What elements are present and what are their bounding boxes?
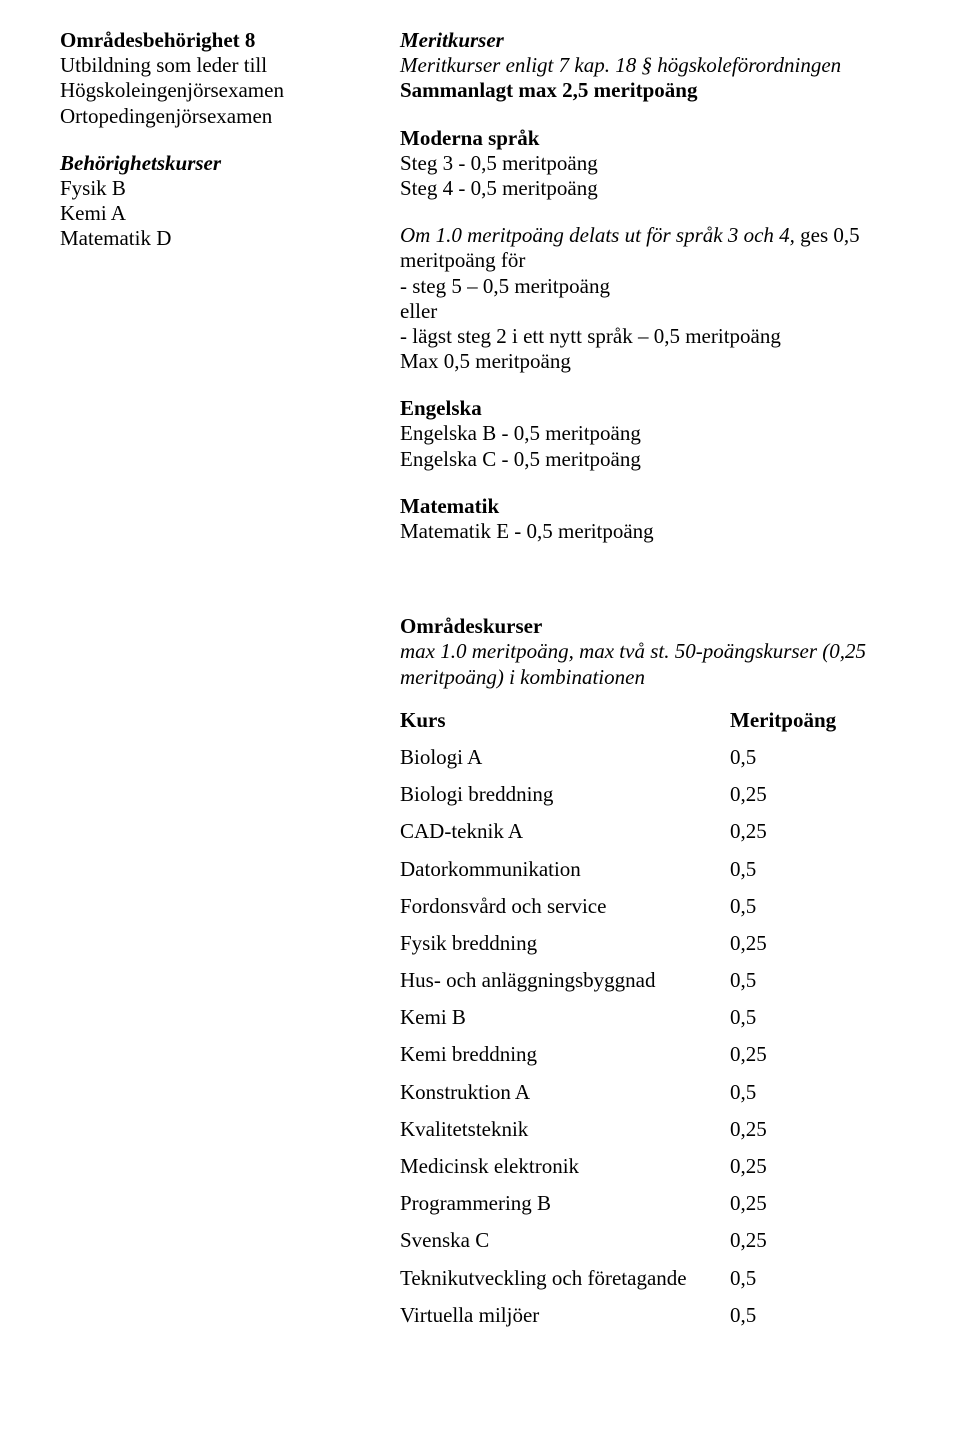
table-cell: 0,25 bbox=[730, 1148, 850, 1185]
om-prefix: Om 1.0 meritpoäng delats ut för språk 3 … bbox=[400, 223, 795, 247]
table-cell: Kemi B bbox=[400, 999, 730, 1036]
area-line: Utbildning som leder till bbox=[60, 53, 360, 78]
om-text: Om 1.0 meritpoäng delats ut för språk 3 … bbox=[400, 223, 900, 273]
table-cell: 0,5 bbox=[730, 739, 850, 776]
area-line: Ortopedingenjörsexamen bbox=[60, 104, 360, 129]
table-header-meritpoang: Meritpoäng bbox=[730, 702, 850, 739]
table-row: Konstruktion A0,5 bbox=[400, 1074, 850, 1111]
area-heading-block: Områdesbehörighet 8 Utbildning som leder… bbox=[60, 28, 360, 129]
merit-sub-2: Sammanlagt max 2,5 meritpoäng bbox=[400, 78, 900, 103]
table-cell: CAD-teknik A bbox=[400, 813, 730, 850]
table-row: Biologi breddning0,25 bbox=[400, 776, 850, 813]
table-cell: 0,25 bbox=[730, 1036, 850, 1073]
table-cell: Programmering B bbox=[400, 1185, 730, 1222]
right-column: Meritkurser Meritkurser enligt 7 kap. 18… bbox=[400, 28, 900, 1334]
table-cell: 0,25 bbox=[730, 925, 850, 962]
matematik-title: Matematik bbox=[400, 494, 900, 519]
table-cell: Kemi breddning bbox=[400, 1036, 730, 1073]
table-cell: Svenska C bbox=[400, 1222, 730, 1259]
table-cell: Fordonsvård och service bbox=[400, 888, 730, 925]
table-cell: Biologi A bbox=[400, 739, 730, 776]
engelska-item: Engelska C - 0,5 meritpoäng bbox=[400, 447, 900, 472]
table-cell: Hus- och anläggningsbyggnad bbox=[400, 962, 730, 999]
left-column: Områdesbehörighet 8 Utbildning som leder… bbox=[60, 28, 360, 274]
table-cell: 0,25 bbox=[730, 1185, 850, 1222]
table-row: Fordonsvård och service0,5 bbox=[400, 888, 850, 925]
merit-heading-block: Meritkurser Meritkurser enligt 7 kap. 18… bbox=[400, 28, 900, 104]
table-cell: 0,5 bbox=[730, 1297, 850, 1334]
behorighet-block: Behörighetskurser Fysik B Kemi A Matemat… bbox=[60, 151, 360, 252]
table-cell: 0,5 bbox=[730, 851, 850, 888]
omradeskurser-sub: max 1.0 meritpoäng, max två st. 50-poäng… bbox=[400, 639, 900, 689]
table-cell: Medicinsk elektronik bbox=[400, 1148, 730, 1185]
table-row: CAD-teknik A0,25 bbox=[400, 813, 850, 850]
omradeskurser-title: Områdeskurser bbox=[400, 614, 900, 639]
sprak-item: Steg 4 - 0,5 meritpoäng bbox=[400, 176, 900, 201]
merit-title: Meritkurser bbox=[400, 28, 900, 53]
omradeskurser-block: Områdeskurser max 1.0 meritpoäng, max tv… bbox=[400, 614, 900, 1334]
table-cell: 0,5 bbox=[730, 1074, 850, 1111]
table-cell: Kvalitetsteknik bbox=[400, 1111, 730, 1148]
table-row: Svenska C0,25 bbox=[400, 1222, 850, 1259]
table-row: Kvalitetsteknik0,25 bbox=[400, 1111, 850, 1148]
table-cell: 0,25 bbox=[730, 1111, 850, 1148]
table-cell: Virtuella miljöer bbox=[400, 1297, 730, 1334]
behorighet-item: Kemi A bbox=[60, 201, 360, 226]
table-row: Programmering B0,25 bbox=[400, 1185, 850, 1222]
table-cell: Datorkommunikation bbox=[400, 851, 730, 888]
table-cell: 0,5 bbox=[730, 888, 850, 925]
area-title: Områdesbehörighet 8 bbox=[60, 28, 360, 53]
two-column-layout: Områdesbehörighet 8 Utbildning som leder… bbox=[60, 28, 900, 1334]
engelska-item: Engelska B - 0,5 meritpoäng bbox=[400, 421, 900, 446]
engelska-title: Engelska bbox=[400, 396, 900, 421]
behorighet-item: Matematik D bbox=[60, 226, 360, 251]
table-header-row: Kurs Meritpoäng bbox=[400, 702, 850, 739]
sprak-block: Moderna språk Steg 3 - 0,5 meritpoäng St… bbox=[400, 126, 900, 202]
table-row: Datorkommunikation0,5 bbox=[400, 851, 850, 888]
sprak-item: Steg 3 - 0,5 meritpoäng bbox=[400, 151, 900, 176]
om-block: Om 1.0 meritpoäng delats ut för språk 3 … bbox=[400, 223, 900, 374]
table-row: Kemi breddning0,25 bbox=[400, 1036, 850, 1073]
table-row: Medicinsk elektronik0,25 bbox=[400, 1148, 850, 1185]
matematik-block: Matematik Matematik E - 0,5 meritpoäng bbox=[400, 494, 900, 544]
table-cell: 0,5 bbox=[730, 1260, 850, 1297]
behorighet-item: Fysik B bbox=[60, 176, 360, 201]
sprak-title: Moderna språk bbox=[400, 126, 900, 151]
om-list-item: eller bbox=[400, 299, 900, 324]
behorighet-title: Behörighetskurser bbox=[60, 151, 360, 176]
table-cell: 0,25 bbox=[730, 813, 850, 850]
table-row: Fysik breddning0,25 bbox=[400, 925, 850, 962]
om-list-item: - steg 5 – 0,5 meritpoäng bbox=[400, 274, 900, 299]
table-cell: 0,25 bbox=[730, 1222, 850, 1259]
table-row: Kemi B0,5 bbox=[400, 999, 850, 1036]
table-cell: 0,25 bbox=[730, 776, 850, 813]
table-header-kurs: Kurs bbox=[400, 702, 730, 739]
engelska-block: Engelska Engelska B - 0,5 meritpoäng Eng… bbox=[400, 396, 900, 472]
table-cell: Biologi breddning bbox=[400, 776, 730, 813]
table-cell: 0,5 bbox=[730, 999, 850, 1036]
kurs-table: Kurs Meritpoäng Biologi A0,5 Biologi bre… bbox=[400, 702, 850, 1334]
om-list-item: - lägst steg 2 i ett nytt språk – 0,5 me… bbox=[400, 324, 900, 349]
matematik-item: Matematik E - 0,5 meritpoäng bbox=[400, 519, 900, 544]
table-row: Virtuella miljöer0,5 bbox=[400, 1297, 850, 1334]
table-row: Teknikutveckling och företagande0,5 bbox=[400, 1260, 850, 1297]
merit-sub-1: Meritkurser enligt 7 kap. 18 § högskolef… bbox=[400, 53, 900, 78]
table-cell: 0,5 bbox=[730, 962, 850, 999]
om-list-item: Max 0,5 meritpoäng bbox=[400, 349, 900, 374]
table-cell: Konstruktion A bbox=[400, 1074, 730, 1111]
table-row: Hus- och anläggningsbyggnad0,5 bbox=[400, 962, 850, 999]
table-row: Biologi A0,5 bbox=[400, 739, 850, 776]
table-cell: Fysik breddning bbox=[400, 925, 730, 962]
area-line: Högskoleingenjörsexamen bbox=[60, 78, 360, 103]
table-cell: Teknikutveckling och företagande bbox=[400, 1260, 730, 1297]
